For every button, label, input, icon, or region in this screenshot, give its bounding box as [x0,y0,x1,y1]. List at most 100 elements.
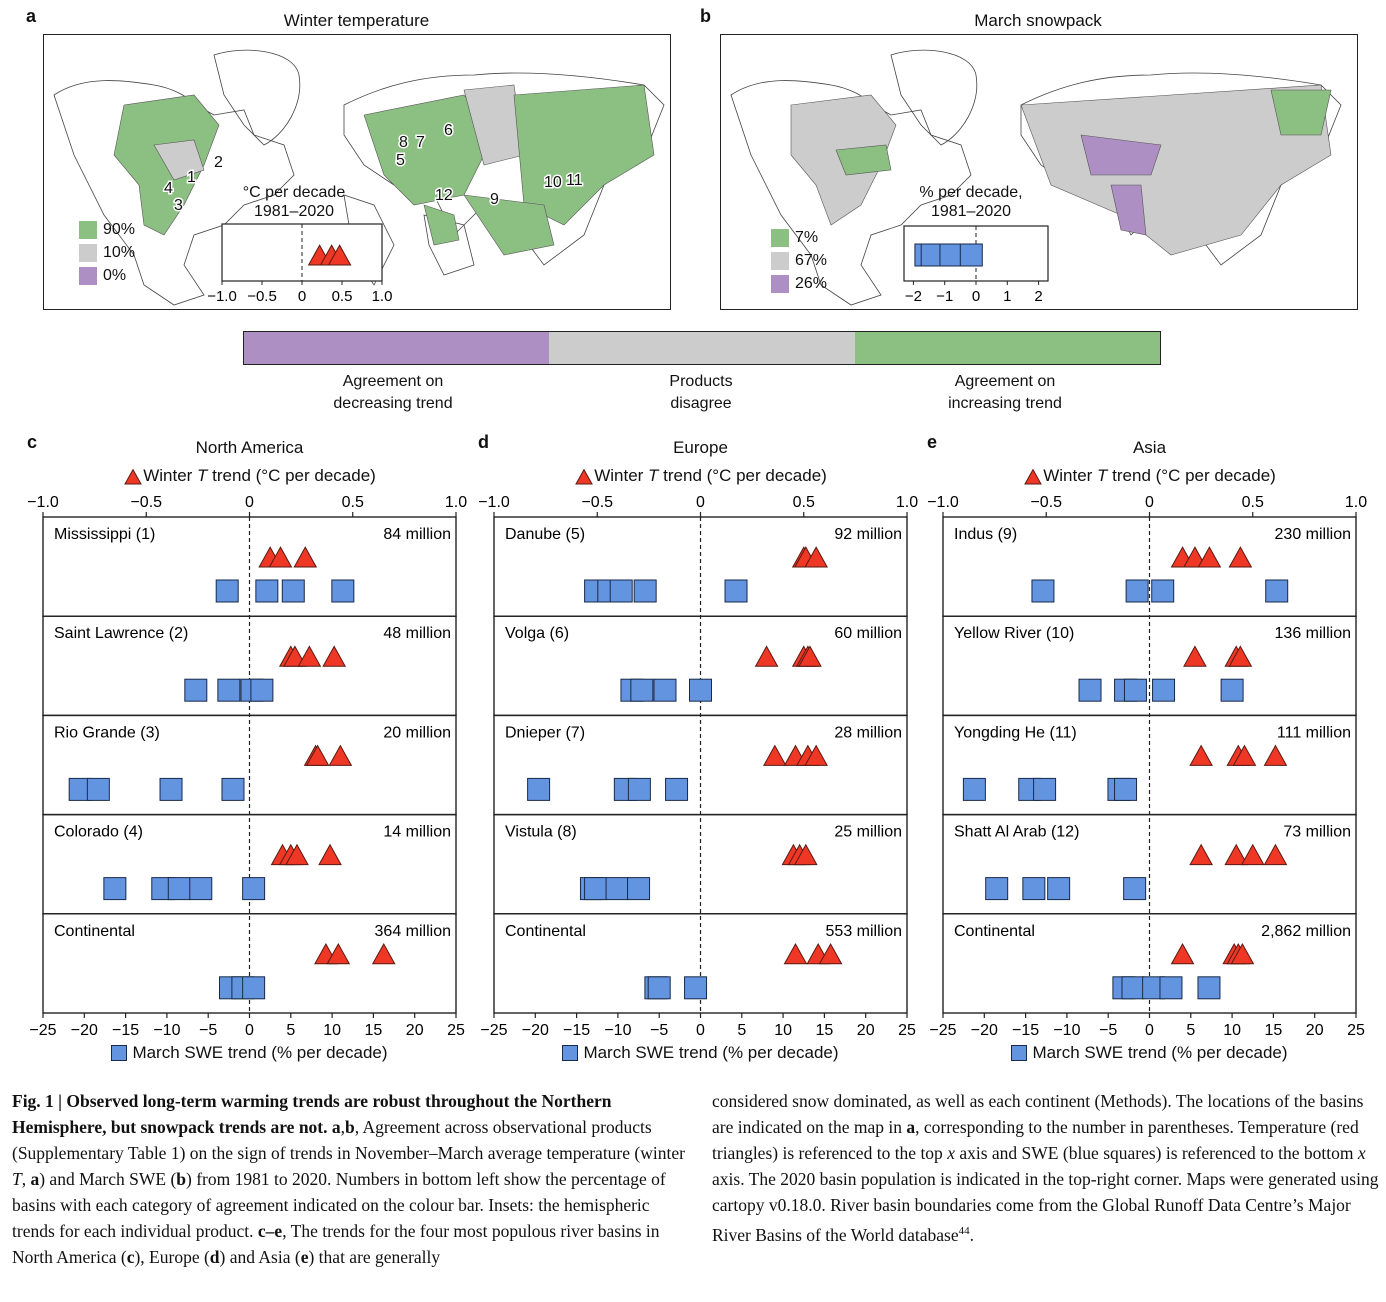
legend-label: 7% [795,229,819,246]
temperature-triangle [1170,942,1195,965]
temperature-triangle [1232,744,1257,766]
swe-square [665,777,689,801]
basin-name: Continental [954,923,1035,940]
temperature-triangle [804,546,828,568]
inset-tick-label: 2 [1034,288,1042,305]
top-tick-label: −1.0 [27,494,59,511]
inset-tick-label: −1.0 [207,288,237,305]
temperature-triangle [1228,645,1253,667]
colorbar-label-line: disagree [670,395,732,412]
bottom-tick-label: 10 [1223,1022,1241,1039]
inset-a-title-line2: 1981–2020 [253,203,335,220]
swe-square [627,777,651,801]
caption-bold: a [30,1169,40,1189]
bottom-tick-label: −25 [29,1022,56,1039]
bottom-tick-label: −25 [480,1022,507,1039]
bottom-tick-label: 20 [857,1022,875,1039]
bottom-axis-label: March SWE trend (% per decade) [1032,1043,1288,1062]
basin-population: 14 million [383,824,451,841]
caption-text: ) and Asia ( [219,1247,301,1267]
swe-square [962,777,986,801]
basin-population: 111 million [1277,724,1351,741]
swe-square [1197,976,1221,1000]
basin-region [1270,89,1332,136]
legend-item-increase: 90% [79,221,135,239]
swe-square [939,243,963,267]
swe-square [1152,678,1176,702]
caption-text: , corresponding to the number in parenth… [712,1117,1359,1163]
basin-population: 364 million [375,923,451,940]
swe-square [609,579,633,603]
temperature-triangle [793,843,818,866]
temperature-triangle [283,645,307,667]
basin-name: Dnieper (7) [505,724,585,741]
swe-square [217,678,241,702]
legend-swatch-decrease [79,267,97,285]
swe-square [584,877,608,901]
bottom-tick-label: 0 [696,1022,705,1039]
basin-name: Mississippi (1) [54,526,155,543]
basin-number-1: 1 [187,169,196,186]
bottom-tick-label: 15 [816,1022,834,1039]
top-axis-label: Winter T trend (°C per decade) [1043,466,1276,485]
basin-number-4: 4 [164,180,173,197]
temperature-triangle [297,645,322,667]
top-tick-label: −0.5 [581,494,613,511]
top-axis-legend: Winter T trend (°C per decade) [943,466,1356,486]
temperature-triangle [293,546,318,568]
basin-population: 84 million [383,526,451,543]
basin-region [835,144,892,176]
panel-region-title: Europe [673,438,728,457]
top-tick-label: 0 [245,494,254,511]
bottom-tick-label: 25 [898,1022,916,1039]
bottom-tick-label: 5 [286,1022,295,1039]
top-tick-label: 0.5 [1242,494,1264,511]
basin-region [1080,134,1162,176]
swe-square [1265,579,1289,603]
panel-b-title: March snowpack [974,11,1102,30]
basin-region [423,204,460,246]
caption-text: , Agreement across observational product… [12,1117,685,1163]
swe-square [684,976,708,1000]
caption-text: ) that are generally [308,1247,441,1267]
panel-a-letter: a [26,6,37,26]
bottom-tick-label: 25 [447,1022,465,1039]
colorbar-label-line: increasing trend [948,395,1062,412]
legend-label: 67% [795,252,828,269]
basin-name: Vistula (8) [505,824,577,841]
swe-square [159,777,183,801]
bottom-tick-label: −10 [604,1022,631,1039]
bottom-tick-label: 10 [323,1022,341,1039]
panel-letter: d [478,432,489,452]
basin-number-10: 10 [544,174,562,191]
swe-square [189,877,213,901]
basin-name: Yellow River (10) [954,625,1074,642]
basin-population: 2,862 million [1261,923,1351,940]
basin-population: 25 million [834,824,902,841]
swe-square [221,777,245,801]
inset-tick-label: 0.5 [332,288,353,305]
legend-item-increase: 7% [771,229,818,247]
top-axis-label: Winter T trend (°C per decade) [594,466,827,485]
inset-tick-label: −1 [936,288,953,305]
colorbar-segment-disagree [549,332,855,364]
bottom-tick-label: 0 [1145,1022,1154,1039]
inset-tick-label: 0 [298,288,306,305]
triangle-legend-icon [575,468,594,485]
temperature-triangle [575,468,594,485]
legend-label: 10% [103,244,136,261]
basin-number-8: 8 [399,134,408,151]
top-tick-label: 1.0 [1345,494,1367,511]
basin-name: Indus (9) [954,526,1017,543]
colorbar-segment-decrease [244,332,550,364]
basin-number-6: 6 [444,122,453,139]
inset-b-title-line1: % per decade, [919,184,1023,201]
bottom-tick-label: −15 [1012,1022,1039,1039]
swe-square [605,877,629,901]
caption-bold: a [327,1117,341,1137]
colorbar-segment-increase [854,332,1160,364]
temperature-triangle [124,468,143,485]
top-tick-label: 0 [696,494,705,511]
legend-swatch-increase [771,229,789,247]
